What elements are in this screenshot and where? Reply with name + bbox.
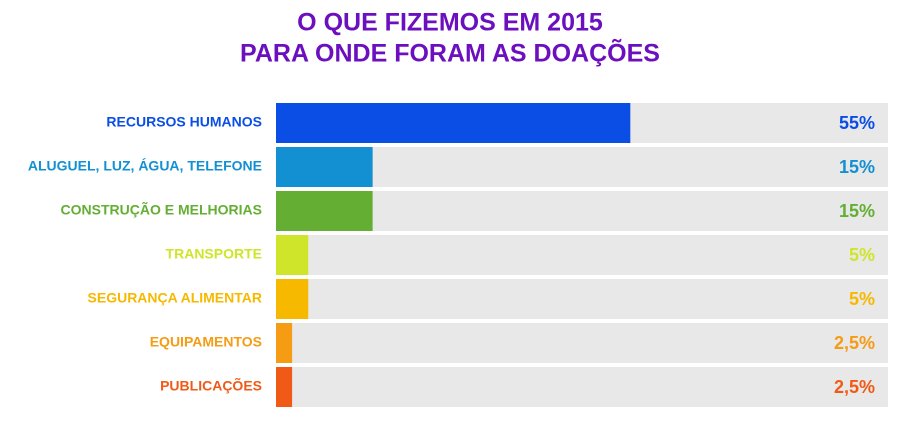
category-label: EQUIPAMENTOS bbox=[150, 334, 262, 350]
bar bbox=[276, 279, 309, 319]
chart-title: O QUE FIZEMOS EM 2015 bbox=[297, 9, 603, 37]
value-label: 15% bbox=[839, 201, 875, 221]
value-label: 2,5% bbox=[834, 377, 875, 397]
category-label: ALUGUEL, LUZ, ÁGUA, TELEFONE bbox=[28, 158, 262, 174]
value-label: 55% bbox=[839, 113, 875, 133]
category-label: SEGURANÇA ALIMENTAR bbox=[88, 290, 262, 306]
bar bbox=[276, 191, 373, 231]
category-label: TRANSPORTE bbox=[166, 246, 262, 262]
value-label: 15% bbox=[839, 157, 875, 177]
bar bbox=[276, 147, 373, 187]
value-label: 5% bbox=[849, 245, 875, 265]
bar-track bbox=[276, 323, 888, 363]
bar bbox=[276, 103, 631, 143]
category-label: PUBLICAÇÕES bbox=[160, 377, 262, 394]
bar bbox=[276, 323, 293, 363]
bar-track bbox=[276, 279, 888, 319]
bar bbox=[276, 367, 293, 407]
bar-track bbox=[276, 235, 888, 275]
category-label: CONSTRUÇÃO E MELHORIAS bbox=[61, 201, 262, 218]
category-label: RECURSOS HUMANOS bbox=[106, 114, 262, 130]
bar bbox=[276, 235, 309, 275]
value-label: 5% bbox=[849, 289, 875, 309]
bar-track bbox=[276, 367, 888, 407]
bar-track bbox=[276, 147, 888, 187]
value-label: 2,5% bbox=[834, 333, 875, 353]
bar-track bbox=[276, 191, 888, 231]
chart-subtitle: PARA ONDE FORAM AS DOAÇÕES bbox=[240, 38, 660, 68]
